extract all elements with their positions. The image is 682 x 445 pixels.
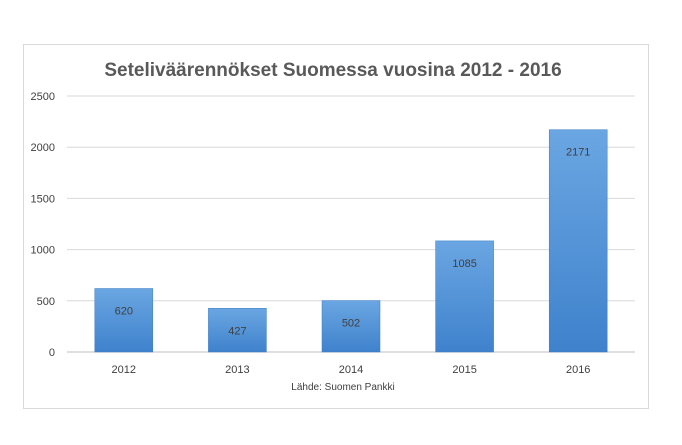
y-axis-ticks: 0 500 1000 1500 2000 2500 [31,91,55,359]
source-note: Lähde: Suomen Pankki [291,382,394,393]
y-tick-label: 2500 [31,91,55,103]
gridlines [67,95,635,353]
data-label-2012: 620 [115,306,133,318]
y-tick-label: 500 [37,296,55,308]
x-tick-label: 2015 [452,364,476,376]
bar-2016 [548,129,608,353]
bars [94,129,608,353]
data-labels: 620 427 502 1085 2171 [115,147,591,338]
data-label-2016: 2171 [566,147,590,159]
y-tick-label: 2000 [31,142,55,154]
bar-2014 [321,300,381,353]
x-tick-label: 2012 [112,364,136,376]
y-tick-label: 1000 [31,245,55,257]
data-label-2013: 427 [228,325,246,337]
bar-2013 [208,308,267,353]
data-label-2015: 1085 [452,258,476,270]
x-tick-label: 2013 [225,364,249,376]
x-axis-ticks: 2012 2013 2014 2015 2016 [112,364,591,376]
chart-title: Seteliväärennökset Suomessa vuosina 2012… [104,60,561,81]
x-tick-label: 2014 [339,364,363,376]
data-label-2014: 502 [342,318,360,330]
y-tick-label: 1500 [31,193,55,205]
y-tick-label: 0 [49,347,55,359]
bar-2012 [94,288,154,353]
x-tick-label: 2016 [566,364,590,376]
bar-2015 [435,240,494,353]
